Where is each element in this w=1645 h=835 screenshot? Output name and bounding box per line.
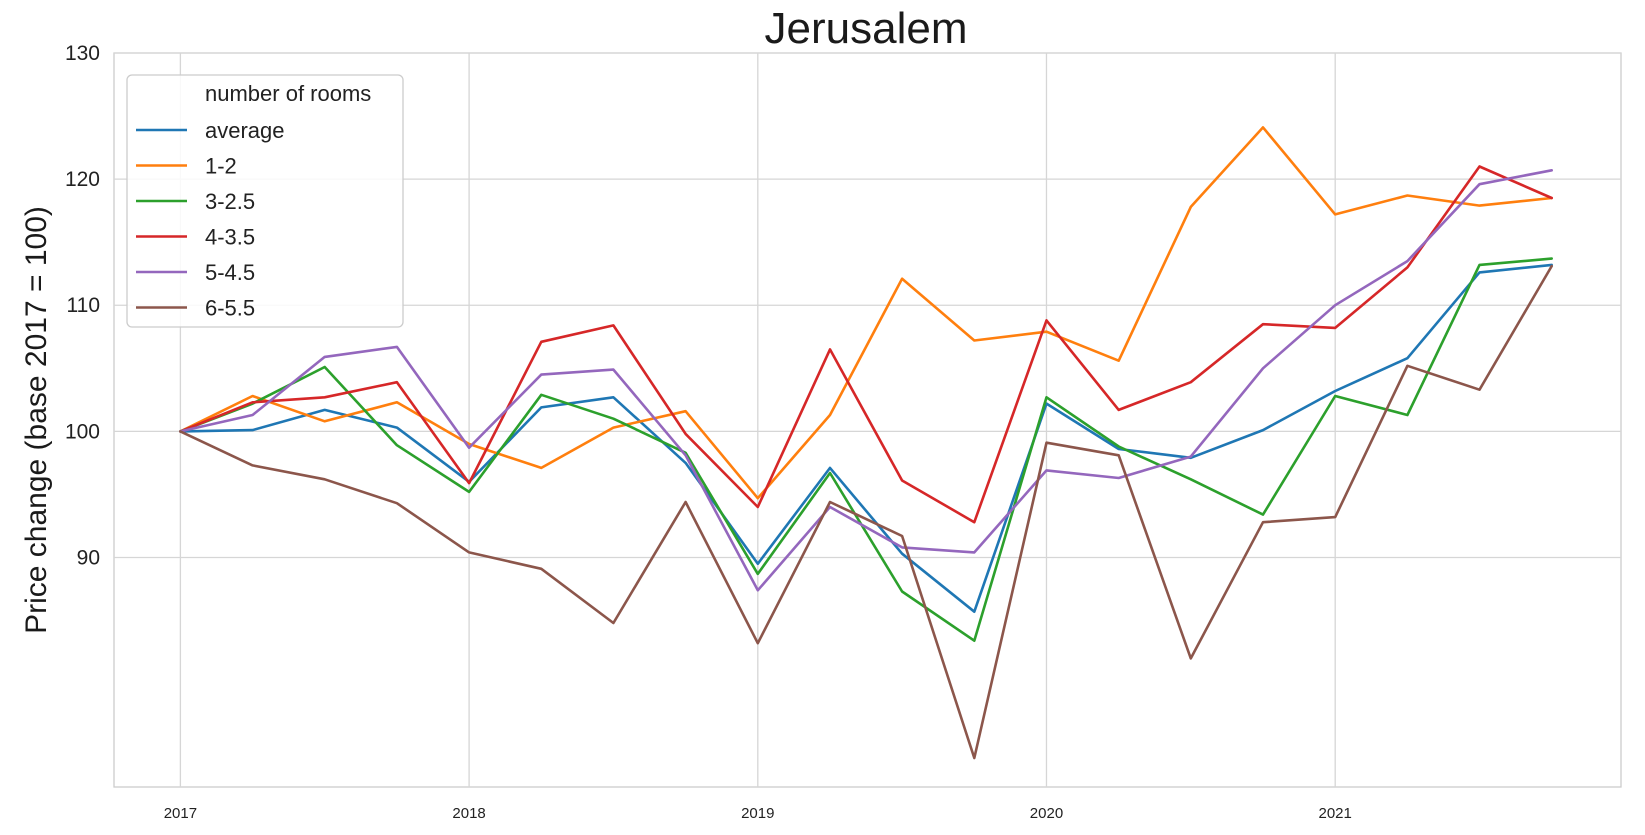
legend-entry: 6-5.5 <box>205 296 255 321</box>
series-line-6-5.5 <box>179 264 1553 760</box>
legend-box <box>126 74 404 328</box>
series-line-1-2 <box>179 126 1553 500</box>
legend-entry: average <box>205 118 285 143</box>
legend: number of rooms average 1-2 3-2.5 4-3.5 5-4.… <box>126 74 404 328</box>
x-tick-label: 2019 <box>741 805 774 822</box>
chart-title: Jerusalem <box>765 4 968 53</box>
series-line-5-4.5 <box>179 169 1553 592</box>
y-tick-label: 110 <box>67 294 100 317</box>
x-tick-label: 2020 <box>1030 805 1063 822</box>
x-tick-label: 2021 <box>1319 805 1352 822</box>
y-tick-label: 90 <box>77 546 100 569</box>
series-line-4-3.5 <box>179 165 1553 524</box>
x-tick-label: 2017 <box>164 805 197 822</box>
legend-entry: 5-4.5 <box>205 260 255 285</box>
y-tick-label: 120 <box>65 168 100 191</box>
legend-title: number of rooms <box>205 81 371 106</box>
tick-labels: 2017 2018 2019 2020 2021 90 100 110 120 130 <box>65 42 1352 822</box>
series-line-average <box>179 263 1553 614</box>
legend-entry: 3-2.5 <box>205 189 255 214</box>
y-axis-label: Price change (base 2017 = 100) <box>20 206 53 634</box>
series-line-3-2.5 <box>179 257 1553 643</box>
y-tick-label: 100 <box>65 420 100 443</box>
series-lines <box>179 126 1553 760</box>
x-tick-label: 2018 <box>452 805 485 822</box>
legend-entry: 4-3.5 <box>205 225 255 250</box>
legend-entry: 1-2 <box>205 154 237 179</box>
y-tick-label: 130 <box>65 42 100 65</box>
